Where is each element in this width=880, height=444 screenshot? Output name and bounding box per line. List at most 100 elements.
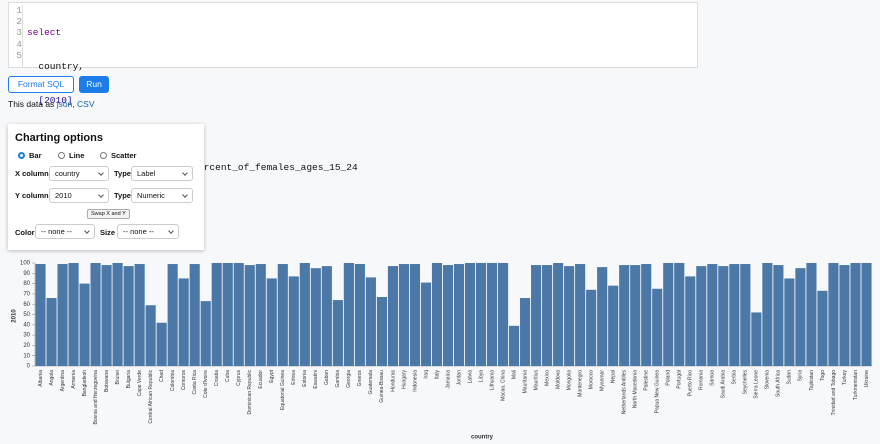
x-tick-label: Georgia bbox=[346, 370, 352, 388]
x-tick-label: Samoa bbox=[710, 370, 716, 386]
bar bbox=[178, 278, 189, 366]
x-tick-label: Lithuania bbox=[489, 370, 495, 391]
panel-title: Charting options bbox=[15, 132, 103, 144]
y-tick-label: 80 bbox=[23, 281, 30, 287]
size-select[interactable]: -- none -- bbox=[117, 224, 179, 239]
bar bbox=[597, 267, 608, 366]
bar bbox=[453, 264, 465, 366]
bar bbox=[57, 264, 68, 366]
x-tick-label: Portugal bbox=[677, 370, 683, 389]
x-type-select[interactable]: Label bbox=[131, 166, 193, 181]
x-tick-label: Guinea-Bissau bbox=[379, 370, 385, 403]
bar bbox=[828, 263, 839, 366]
x-tick-label: Indonesia bbox=[412, 370, 418, 392]
bar bbox=[134, 264, 145, 366]
bar bbox=[630, 265, 641, 366]
bar bbox=[332, 300, 343, 366]
x-tick-label: Egypt bbox=[269, 369, 275, 382]
x-tick-label: Morocco bbox=[588, 370, 594, 389]
bar bbox=[663, 263, 674, 366]
json-link[interactable]: json bbox=[56, 99, 73, 109]
bar bbox=[608, 285, 619, 366]
radio-label: Line bbox=[69, 151, 85, 160]
gutter: 1 2 3 4 5 bbox=[9, 5, 23, 67]
bar bbox=[233, 263, 244, 366]
color-label: Color bbox=[15, 228, 35, 237]
x-tick-label: Poland bbox=[666, 370, 672, 386]
swap-button[interactable]: Swap X and Y bbox=[87, 209, 130, 219]
x-tick-label: Gabon bbox=[324, 370, 330, 385]
bar bbox=[310, 268, 321, 366]
csv-link[interactable]: CSV bbox=[77, 99, 95, 109]
x-tick-label: Jordan bbox=[456, 370, 462, 386]
bar bbox=[718, 266, 729, 366]
bar bbox=[486, 263, 498, 366]
bar bbox=[740, 264, 751, 366]
x-tick-label: Albania bbox=[38, 370, 44, 387]
bar bbox=[46, 298, 57, 366]
x-tick-label: Papua New Guinea bbox=[655, 370, 661, 414]
x-tick-label: Tajikistan bbox=[809, 370, 815, 391]
x-tick-label: Palestine bbox=[644, 370, 650, 391]
bar bbox=[674, 263, 685, 366]
bar bbox=[553, 263, 564, 366]
line-number: 3 bbox=[16, 27, 22, 39]
x-tick-label: Botswana bbox=[104, 370, 110, 392]
x-tick-label: Colombia bbox=[170, 370, 176, 391]
x-tick-label: Guatemala bbox=[368, 370, 374, 395]
x-tick-label: Saudi Arabia bbox=[721, 370, 727, 399]
radio-bar[interactable]: Bar bbox=[18, 151, 42, 160]
x-tick-label: Argentina bbox=[60, 370, 66, 392]
x-tick-label: Eritrea bbox=[291, 370, 297, 385]
x-tick-label: Ukraine bbox=[864, 370, 870, 387]
x-tick-label: Cuba bbox=[225, 370, 231, 382]
radio-label: Bar bbox=[29, 151, 42, 160]
bar bbox=[167, 264, 178, 366]
radio-line[interactable]: Line bbox=[58, 151, 84, 160]
x-tick-label: Mauritius bbox=[533, 370, 539, 391]
bar bbox=[806, 263, 817, 366]
x-tick-label: Equatorial Guinea bbox=[280, 370, 286, 410]
x-tick-label: Dominican Republic bbox=[247, 370, 253, 415]
x-tick-label: Nepal bbox=[611, 370, 617, 383]
x-tick-label: Cyprus bbox=[236, 370, 242, 386]
bar bbox=[850, 263, 861, 366]
y-tick-label: 70 bbox=[23, 291, 30, 297]
x-tick-label: Montenegro bbox=[577, 370, 583, 397]
format-button[interactable]: Format SQL bbox=[8, 76, 74, 93]
bar bbox=[586, 289, 597, 366]
code-line: select bbox=[27, 27, 62, 39]
bar bbox=[520, 298, 531, 366]
x-tick-label: Romania bbox=[699, 370, 705, 390]
bar bbox=[652, 288, 663, 366]
y-tick-label: 60 bbox=[23, 302, 30, 308]
bar bbox=[784, 278, 795, 366]
color-select[interactable]: -- none -- bbox=[35, 224, 95, 239]
x-column-select[interactable]: country bbox=[49, 166, 109, 181]
bar bbox=[685, 276, 696, 366]
bar bbox=[266, 278, 277, 366]
bar bbox=[101, 265, 112, 366]
radio-scatter[interactable]: Scatter bbox=[100, 151, 136, 160]
x-tick-label: Latvia bbox=[467, 370, 473, 384]
x-tick-label: Comoros bbox=[181, 370, 187, 391]
bar bbox=[79, 283, 90, 366]
y-tick-label: 50 bbox=[23, 312, 30, 318]
y-column-select[interactable]: 2010 bbox=[49, 188, 109, 203]
run-button[interactable]: Run SQL bbox=[79, 76, 109, 104]
x-tick-label: Turkey bbox=[842, 370, 848, 386]
bar bbox=[299, 263, 310, 366]
y-type-select[interactable]: Numeric bbox=[131, 188, 193, 203]
x-tick-label: Seychelles bbox=[743, 370, 749, 395]
code-line: country, bbox=[27, 61, 85, 73]
bar bbox=[564, 266, 575, 366]
bar bbox=[442, 265, 454, 366]
bar bbox=[365, 277, 376, 366]
bar bbox=[376, 296, 387, 366]
x-tick-label: Greece bbox=[357, 370, 363, 387]
sql-editor[interactable]: 1 2 3 4 5 select country, [2010] from li… bbox=[8, 2, 698, 173]
bar bbox=[255, 264, 266, 366]
bar bbox=[861, 263, 872, 366]
bar bbox=[817, 290, 828, 366]
